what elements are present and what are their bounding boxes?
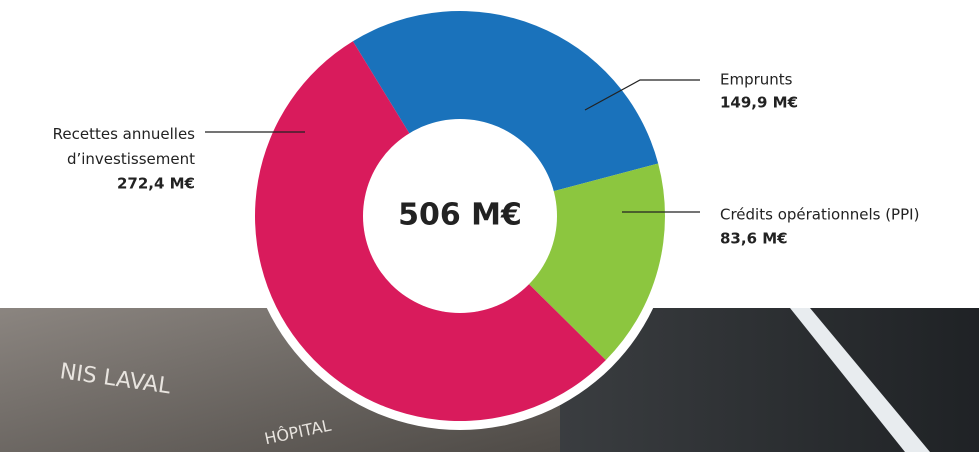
legend-label: Crédits opérationnels (PPI)	[720, 206, 919, 224]
value-label: 83,6 M€	[720, 230, 788, 248]
leaders	[205, 79, 700, 213]
center-label: 506 M€	[398, 198, 522, 233]
legend-label: Recettes annuelles d’investissement	[53, 125, 196, 168]
leader-line	[584, 79, 700, 111]
photo-light	[790, 308, 930, 452]
donut-hole	[363, 119, 557, 313]
legend-label: Emprunts	[720, 71, 793, 89]
value-label: 149,9 M€	[720, 94, 798, 112]
value-label: 272,4 M€	[117, 175, 195, 193]
